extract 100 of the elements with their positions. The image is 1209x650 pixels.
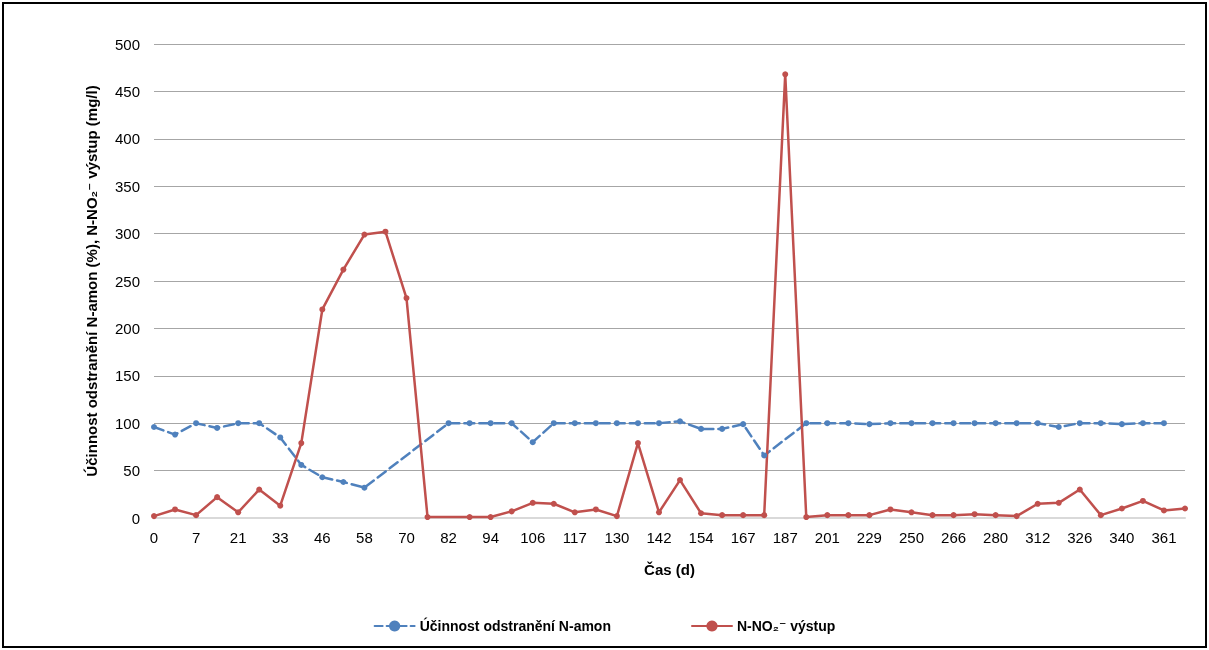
x-tick-label: 340	[1109, 529, 1135, 546]
point	[782, 71, 789, 78]
x-tick-label: 117	[562, 529, 587, 546]
point	[277, 502, 284, 509]
point	[571, 509, 578, 516]
x-tick-label: 70	[398, 529, 415, 546]
point	[929, 512, 936, 519]
y-tick-label: 50	[123, 462, 140, 480]
point	[824, 512, 831, 519]
point	[634, 420, 641, 427]
point	[529, 499, 536, 506]
point	[950, 420, 957, 427]
point	[1118, 421, 1125, 428]
point	[1055, 499, 1062, 506]
y-tick-label: 100	[114, 414, 140, 432]
point	[319, 474, 326, 481]
point	[887, 506, 894, 513]
point	[361, 231, 368, 238]
point	[1097, 420, 1104, 427]
point	[592, 420, 599, 427]
point	[655, 420, 662, 427]
point	[992, 512, 999, 519]
y-tick-label: 150	[114, 367, 140, 385]
point	[487, 514, 494, 521]
point	[1076, 420, 1083, 427]
point	[1013, 420, 1020, 427]
point	[403, 295, 410, 302]
point	[445, 420, 452, 427]
point	[529, 439, 536, 446]
point	[845, 420, 852, 427]
point	[1118, 505, 1125, 512]
point	[803, 514, 810, 521]
point	[1139, 420, 1146, 427]
point	[193, 420, 200, 427]
point	[824, 420, 831, 427]
x-tick-label: 21	[229, 529, 247, 546]
point	[908, 509, 915, 516]
x-tick-label: 201	[814, 529, 840, 546]
x-tick-label: 33	[271, 529, 289, 546]
point	[256, 420, 263, 427]
point	[193, 512, 200, 519]
point	[550, 420, 557, 427]
point	[172, 506, 179, 513]
x-tick-label: 130	[604, 529, 630, 546]
point	[151, 513, 157, 520]
x-tick-label: 312	[1025, 529, 1051, 546]
y-tick-label: 250	[114, 272, 140, 290]
x-tick-label: 250	[898, 529, 924, 546]
point	[256, 486, 263, 493]
point	[487, 420, 494, 427]
point	[761, 512, 768, 519]
y-tick-label: 200	[114, 319, 140, 337]
y-tick-label: 300	[114, 225, 140, 243]
point	[971, 420, 978, 427]
point	[845, 512, 852, 519]
x-tick-label: 106	[520, 529, 546, 546]
point	[1055, 423, 1062, 430]
point	[803, 420, 810, 427]
y-tick-label: 0	[131, 509, 140, 527]
x-tick-label: 326	[1067, 529, 1093, 546]
point	[950, 512, 957, 519]
point	[634, 440, 641, 447]
point	[508, 508, 515, 515]
point	[298, 440, 305, 447]
point	[235, 420, 242, 427]
point	[677, 477, 684, 484]
y-tick-label: 450	[114, 82, 140, 100]
point	[698, 510, 705, 517]
y-axis-title: Účinnost odstranění N-amon (%), N-NO₂⁻ výstup (mg/l)	[83, 85, 100, 477]
point	[235, 509, 242, 516]
x-tick-label: 187	[772, 529, 798, 546]
point	[214, 494, 221, 501]
x-tick-label: 0	[149, 529, 159, 546]
x-tick-label: 82	[440, 529, 457, 546]
point	[698, 425, 705, 432]
x-axis-title: Čas (d)	[644, 561, 695, 578]
point	[887, 420, 894, 427]
point	[298, 461, 305, 468]
x-tick-label: 58	[356, 529, 373, 546]
y-tick-label: 350	[114, 177, 140, 195]
point	[1076, 486, 1083, 493]
x-tick-label: 94	[482, 529, 499, 546]
point	[1097, 512, 1104, 519]
point	[761, 452, 768, 459]
point	[361, 484, 368, 491]
point	[466, 420, 473, 427]
point	[592, 506, 599, 513]
point	[340, 478, 347, 485]
x-tick-label: 154	[688, 529, 714, 546]
legend-label: Účinnost odstranění N-amon	[419, 617, 611, 634]
x-tick-label: 142	[646, 529, 672, 546]
point	[466, 514, 473, 521]
point	[866, 421, 873, 428]
point	[866, 512, 873, 519]
point	[340, 266, 347, 273]
point	[277, 434, 284, 441]
point	[929, 420, 936, 427]
point	[1182, 505, 1188, 512]
point	[172, 431, 179, 438]
point	[740, 421, 747, 428]
